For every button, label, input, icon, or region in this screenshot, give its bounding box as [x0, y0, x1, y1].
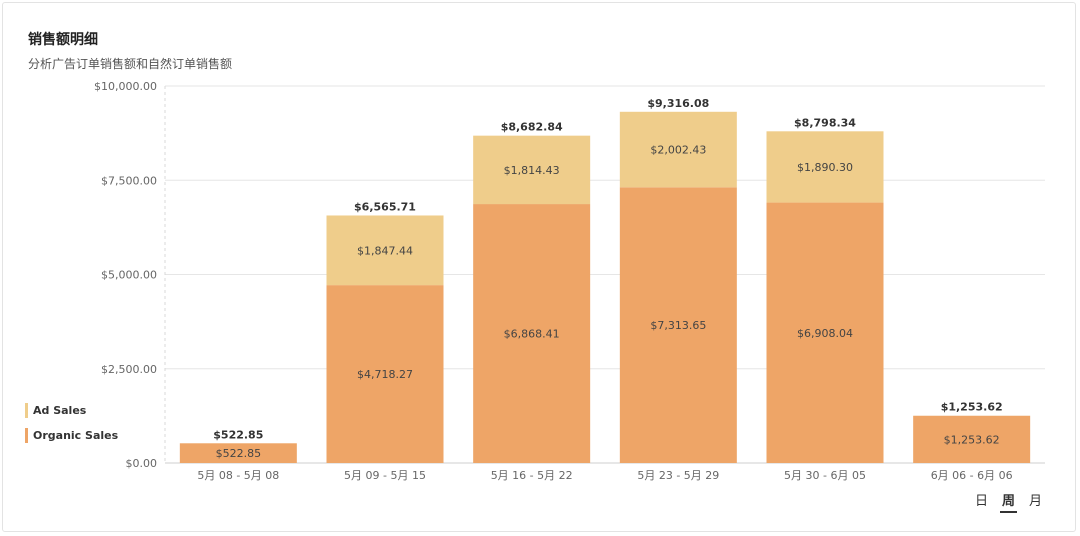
chart-title: 销售额明细	[28, 32, 98, 48]
bar-organic-sales[interactable]	[766, 202, 884, 463]
bar-label-ad-sales: $1,814.43	[504, 164, 560, 177]
bar-ad-sales[interactable]	[766, 131, 884, 203]
period-option-week[interactable]: 周	[999, 490, 1017, 513]
legend-item-ad-sales[interactable]: Ad Sales	[25, 403, 86, 418]
bar-label-ad-sales: $2,002.43	[650, 144, 706, 157]
bar-organic-sales[interactable]	[913, 415, 1031, 463]
bar-ad-sales[interactable]	[473, 135, 591, 205]
legend-swatch-ad-sales	[25, 403, 28, 418]
grid-lines	[164, 85, 1045, 464]
legend-swatch-organic-sales	[25, 428, 28, 443]
y-tick-label: $5,000.00	[101, 269, 157, 282]
bar-ad-sales[interactable]	[619, 111, 737, 188]
chart-subtitle: 分析广告订单销售额和自然订单销售额	[28, 57, 233, 71]
bar-organic-sales[interactable]	[619, 187, 737, 463]
bar-label-organic-sales: $7,313.65	[650, 319, 706, 332]
y-tick-label: $2,500.00	[101, 363, 157, 376]
x-tick-label: 6月 06 - 6月 06	[931, 469, 1013, 482]
bar-label-ad-sales: $1,847.44	[357, 244, 413, 257]
legend-label-ad-sales: Ad Sales	[33, 404, 87, 417]
bar-total-label: $522.85	[213, 428, 263, 441]
bar-label-organic-sales: $6,868.41	[504, 328, 560, 341]
x-tick-label: 5月 23 - 5月 29	[637, 469, 719, 482]
x-tick-label: 5月 16 - 5月 22	[491, 469, 573, 482]
bar-ad-sales[interactable]	[326, 215, 444, 286]
period-switch: 日 周 月	[973, 490, 1044, 513]
x-tick-label: 5月 09 - 5月 15	[344, 469, 426, 482]
x-axis-ticks: 5月 08 - 5月 08 5月 09 - 5月 15 5月 16 - 5月 22 5…	[197, 469, 1012, 482]
bar-label-organic-sales: $1,253.62	[944, 433, 1000, 446]
legend-label-organic-sales: Organic Sales	[33, 429, 119, 442]
bar-label-organic-sales: $6,908.04	[797, 327, 853, 340]
bar-label-organic-sales: $522.85	[216, 447, 262, 460]
bar-label-organic-sales: $4,718.27	[357, 368, 413, 381]
bar-total-label: $1,253.62	[941, 401, 1003, 414]
bar-total-label: $9,316.08	[647, 97, 709, 110]
period-option-day[interactable]: 日	[974, 494, 988, 509]
bar-labels: $522.85 $522.85 $4,718.27 $1,847.44 $6,565.7…	[213, 97, 1002, 460]
bar-total-label: $8,798.34	[794, 116, 856, 129]
x-tick-label: 5月 30 - 6月 05	[784, 469, 866, 482]
bar-total-label: $6,565.71	[354, 200, 416, 213]
x-tick-label: 5月 08 - 5月 08	[197, 469, 279, 482]
bar-label-ad-sales: $1,890.30	[797, 161, 853, 174]
bar-organic-sales[interactable]	[326, 285, 444, 463]
y-tick-label: $10,000.00	[94, 80, 157, 93]
bar-organic-sales[interactable]	[473, 204, 591, 463]
y-tick-label: $7,500.00	[101, 174, 157, 187]
legend-item-organic-sales[interactable]: Organic Sales	[25, 428, 118, 443]
bar-total-label: $8,682.84	[501, 121, 563, 134]
period-option-month[interactable]: 月	[1028, 494, 1042, 509]
bar-organic-sales[interactable]	[179, 443, 297, 463]
y-axis-ticks: $0.00 $2,500.00 $5,000.00 $7,500.00 $10,000.…	[94, 80, 157, 470]
y-tick-label: $0.00	[126, 457, 158, 470]
bars	[179, 111, 1031, 463]
